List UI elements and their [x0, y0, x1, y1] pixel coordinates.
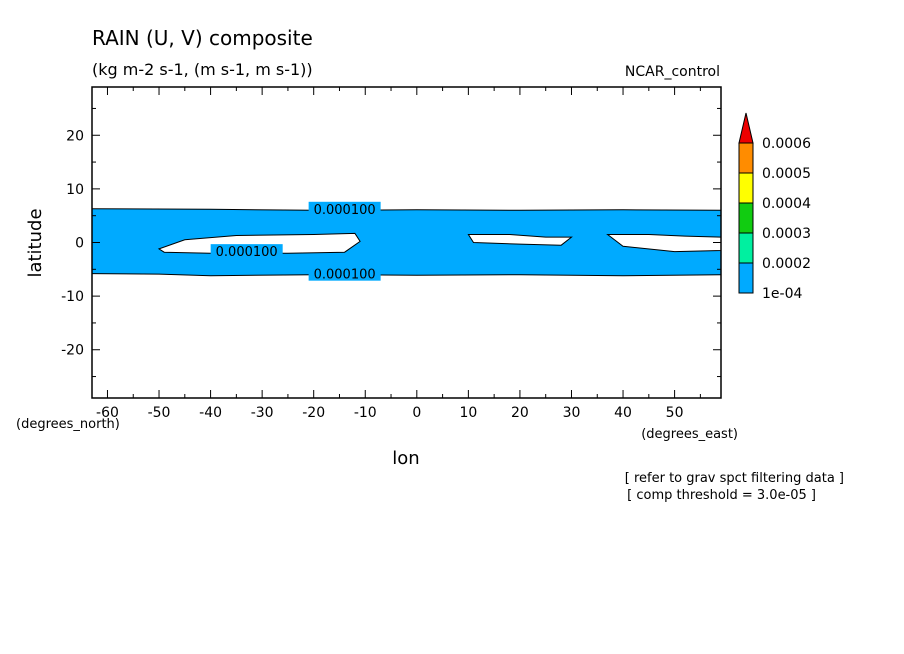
- y-tick-label: -10: [61, 289, 84, 305]
- chart-subtitle: (kg m-2 s-1, (m s-1, m s-1)): [92, 60, 313, 79]
- contour-label-1: 0.000100: [314, 203, 376, 218]
- colorbar-label: 1e-04: [762, 286, 802, 302]
- x-tick-label: -60: [96, 405, 119, 421]
- x-ticks: -60 -50 -40 -30 -20 -10 0 10 20 30 40 50: [96, 87, 701, 421]
- x-tick-label: 10: [459, 405, 477, 421]
- x-tick-label: 40: [614, 405, 632, 421]
- colorbar-label: 0.0003: [762, 226, 811, 242]
- colorbar-swatch: [738, 232, 754, 264]
- x-units: (degrees_east): [641, 427, 738, 442]
- colorbar-swatch: [738, 262, 754, 294]
- contour-label-bg: [308, 266, 381, 281]
- note-line-2: [ comp threshold = 3.0e-05 ]: [627, 488, 816, 503]
- note-line-1: [ refer to grav spct filtering data ]: [625, 471, 844, 486]
- colorbar-swatch: [738, 172, 754, 204]
- colorbar-swatch: [738, 142, 754, 174]
- x-tick-label: -20: [302, 405, 325, 421]
- y-tick-label: 10: [66, 182, 84, 198]
- contour-label-3: 0.000100: [314, 268, 376, 283]
- y-tick-label: -20: [61, 343, 84, 359]
- contour-labels: 0.000100 0.000100 0.000100: [210, 201, 381, 283]
- colorbar-label: 0.0004: [762, 196, 811, 212]
- rain-band-fill: [92, 208, 721, 276]
- y-tick-label: 20: [66, 128, 84, 144]
- colorbar: 0.0006 0.0005 0.0004 0.0003 0.0002 1e-04: [738, 112, 811, 302]
- contour-label-2: 0.000100: [216, 245, 278, 260]
- x-tick-label: 50: [666, 405, 684, 421]
- x-tick-label: 0: [412, 405, 421, 421]
- x-tick-label: -40: [199, 405, 222, 421]
- contour-hole-1: [157, 232, 361, 254]
- chart-title: RAIN (U, V) composite: [92, 26, 313, 50]
- y-ticks: 20 10 0 -10 -20: [61, 107, 721, 378]
- contour-north-edge: [91, 208, 722, 211]
- colorbar-overflow-triangle: [738, 112, 754, 144]
- y-axis-label: latitude: [25, 208, 46, 277]
- case-label: NCAR_control: [625, 64, 720, 80]
- x-tick-label: 30: [563, 405, 581, 421]
- y-tick-label: 0: [75, 236, 84, 252]
- plot-area: 0.000100 0.000100 0.000100 -60 -50 -40 -30 -20…: [61, 86, 722, 421]
- colorbar-label: 0.0002: [762, 256, 811, 272]
- colorbar-swatch: [738, 202, 754, 234]
- x-tick-label: 20: [511, 405, 529, 421]
- y-units: (degrees_north): [16, 417, 120, 432]
- x-tick-label: -50: [148, 405, 171, 421]
- x-tick-label: -10: [354, 405, 377, 421]
- x-tick-label: -30: [251, 405, 274, 421]
- contour-label-bg: [210, 244, 283, 259]
- colorbar-label: 0.0006: [762, 136, 811, 152]
- colorbar-label: 0.0005: [762, 166, 811, 182]
- contour-label-bg: [308, 201, 381, 216]
- contour-hole-2: [467, 234, 573, 246]
- x-axis-label: lon: [392, 448, 419, 469]
